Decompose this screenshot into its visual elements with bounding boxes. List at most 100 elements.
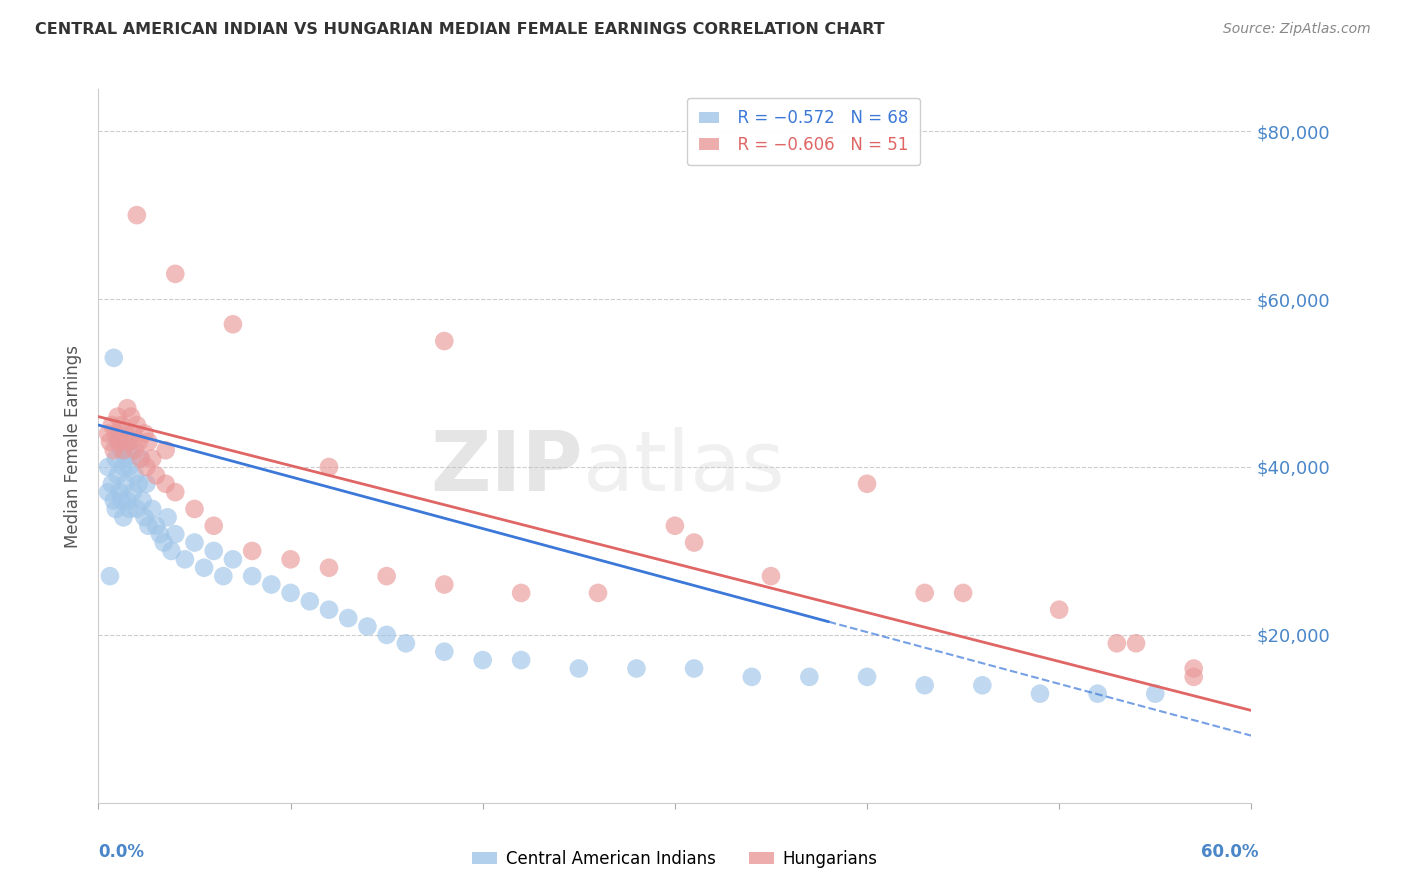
Point bbox=[103, 351, 125, 365]
Point bbox=[240, 569, 263, 583]
Point bbox=[138, 518, 160, 533]
Point bbox=[112, 510, 135, 524]
Point bbox=[375, 569, 398, 583]
Point bbox=[856, 670, 879, 684]
Point bbox=[202, 544, 225, 558]
Point bbox=[108, 434, 131, 449]
Point bbox=[193, 560, 215, 574]
Point bbox=[160, 544, 183, 558]
Point bbox=[510, 653, 533, 667]
Point bbox=[318, 460, 340, 475]
Point bbox=[129, 451, 152, 466]
Point bbox=[1087, 687, 1109, 701]
Point bbox=[108, 485, 131, 500]
Point bbox=[117, 434, 139, 449]
Point bbox=[1182, 661, 1205, 675]
Point bbox=[280, 586, 302, 600]
Point bbox=[97, 485, 120, 500]
Point bbox=[107, 468, 129, 483]
Point bbox=[98, 569, 121, 583]
Point bbox=[741, 670, 763, 684]
Point bbox=[145, 518, 167, 533]
Point bbox=[110, 493, 132, 508]
Point bbox=[1125, 636, 1147, 650]
Point bbox=[110, 417, 132, 432]
Point bbox=[356, 619, 378, 633]
Point bbox=[135, 460, 157, 475]
Point bbox=[165, 527, 187, 541]
Point bbox=[240, 544, 263, 558]
Point bbox=[626, 661, 648, 675]
Point bbox=[280, 552, 302, 566]
Point bbox=[124, 468, 146, 483]
Text: CENTRAL AMERICAN INDIAN VS HUNGARIAN MEDIAN FEMALE EARNINGS CORRELATION CHART: CENTRAL AMERICAN INDIAN VS HUNGARIAN MED… bbox=[35, 22, 884, 37]
Point bbox=[165, 485, 187, 500]
Point bbox=[103, 443, 125, 458]
Point bbox=[568, 661, 591, 675]
Point bbox=[183, 535, 205, 549]
Point bbox=[128, 434, 150, 449]
Point bbox=[122, 426, 145, 441]
Point bbox=[141, 502, 163, 516]
Text: Source: ZipAtlas.com: Source: ZipAtlas.com bbox=[1223, 22, 1371, 37]
Point bbox=[395, 636, 418, 650]
Point bbox=[134, 426, 156, 441]
Point bbox=[124, 443, 146, 458]
Point bbox=[118, 502, 141, 516]
Point bbox=[152, 535, 174, 549]
Point bbox=[1144, 687, 1167, 701]
Point bbox=[107, 434, 129, 449]
Point bbox=[112, 443, 135, 458]
Point bbox=[914, 678, 936, 692]
Point bbox=[433, 577, 456, 591]
Point bbox=[972, 678, 994, 692]
Legend: Central American Indians, Hungarians: Central American Indians, Hungarians bbox=[465, 844, 884, 875]
Point bbox=[433, 334, 456, 348]
Point bbox=[104, 451, 127, 466]
Text: atlas: atlas bbox=[582, 427, 785, 508]
Point bbox=[128, 476, 150, 491]
Point bbox=[156, 510, 179, 524]
Point bbox=[120, 443, 142, 458]
Point bbox=[114, 476, 136, 491]
Point bbox=[149, 527, 172, 541]
Point bbox=[298, 594, 321, 608]
Point bbox=[118, 434, 141, 449]
Text: ZIP: ZIP bbox=[430, 427, 582, 508]
Point bbox=[1182, 670, 1205, 684]
Point bbox=[664, 518, 686, 533]
Point bbox=[98, 434, 121, 449]
Point bbox=[122, 485, 145, 500]
Point bbox=[114, 451, 136, 466]
Point bbox=[141, 451, 163, 466]
Point bbox=[375, 628, 398, 642]
Point bbox=[97, 460, 120, 475]
Point bbox=[260, 577, 283, 591]
Legend:   R = −0.572   N = 68,   R = −0.606   N = 51: R = −0.572 N = 68, R = −0.606 N = 51 bbox=[688, 97, 920, 165]
Point bbox=[318, 603, 340, 617]
Point bbox=[222, 552, 245, 566]
Point bbox=[510, 586, 533, 600]
Point bbox=[138, 434, 160, 449]
Point bbox=[222, 318, 245, 332]
Point bbox=[1047, 603, 1070, 617]
Point bbox=[117, 401, 139, 416]
Point bbox=[120, 409, 142, 424]
Point bbox=[129, 451, 152, 466]
Point bbox=[104, 426, 127, 441]
Point bbox=[318, 560, 340, 574]
Point bbox=[125, 208, 148, 222]
Point bbox=[125, 417, 148, 432]
Point bbox=[914, 586, 936, 600]
Point bbox=[131, 493, 153, 508]
Point bbox=[683, 661, 706, 675]
Point bbox=[101, 476, 124, 491]
Point bbox=[212, 569, 235, 583]
Point bbox=[135, 476, 157, 491]
Point bbox=[155, 476, 177, 491]
Point bbox=[202, 518, 225, 533]
Point bbox=[145, 468, 167, 483]
Point bbox=[799, 670, 821, 684]
Point bbox=[108, 426, 131, 441]
Point bbox=[97, 426, 120, 441]
